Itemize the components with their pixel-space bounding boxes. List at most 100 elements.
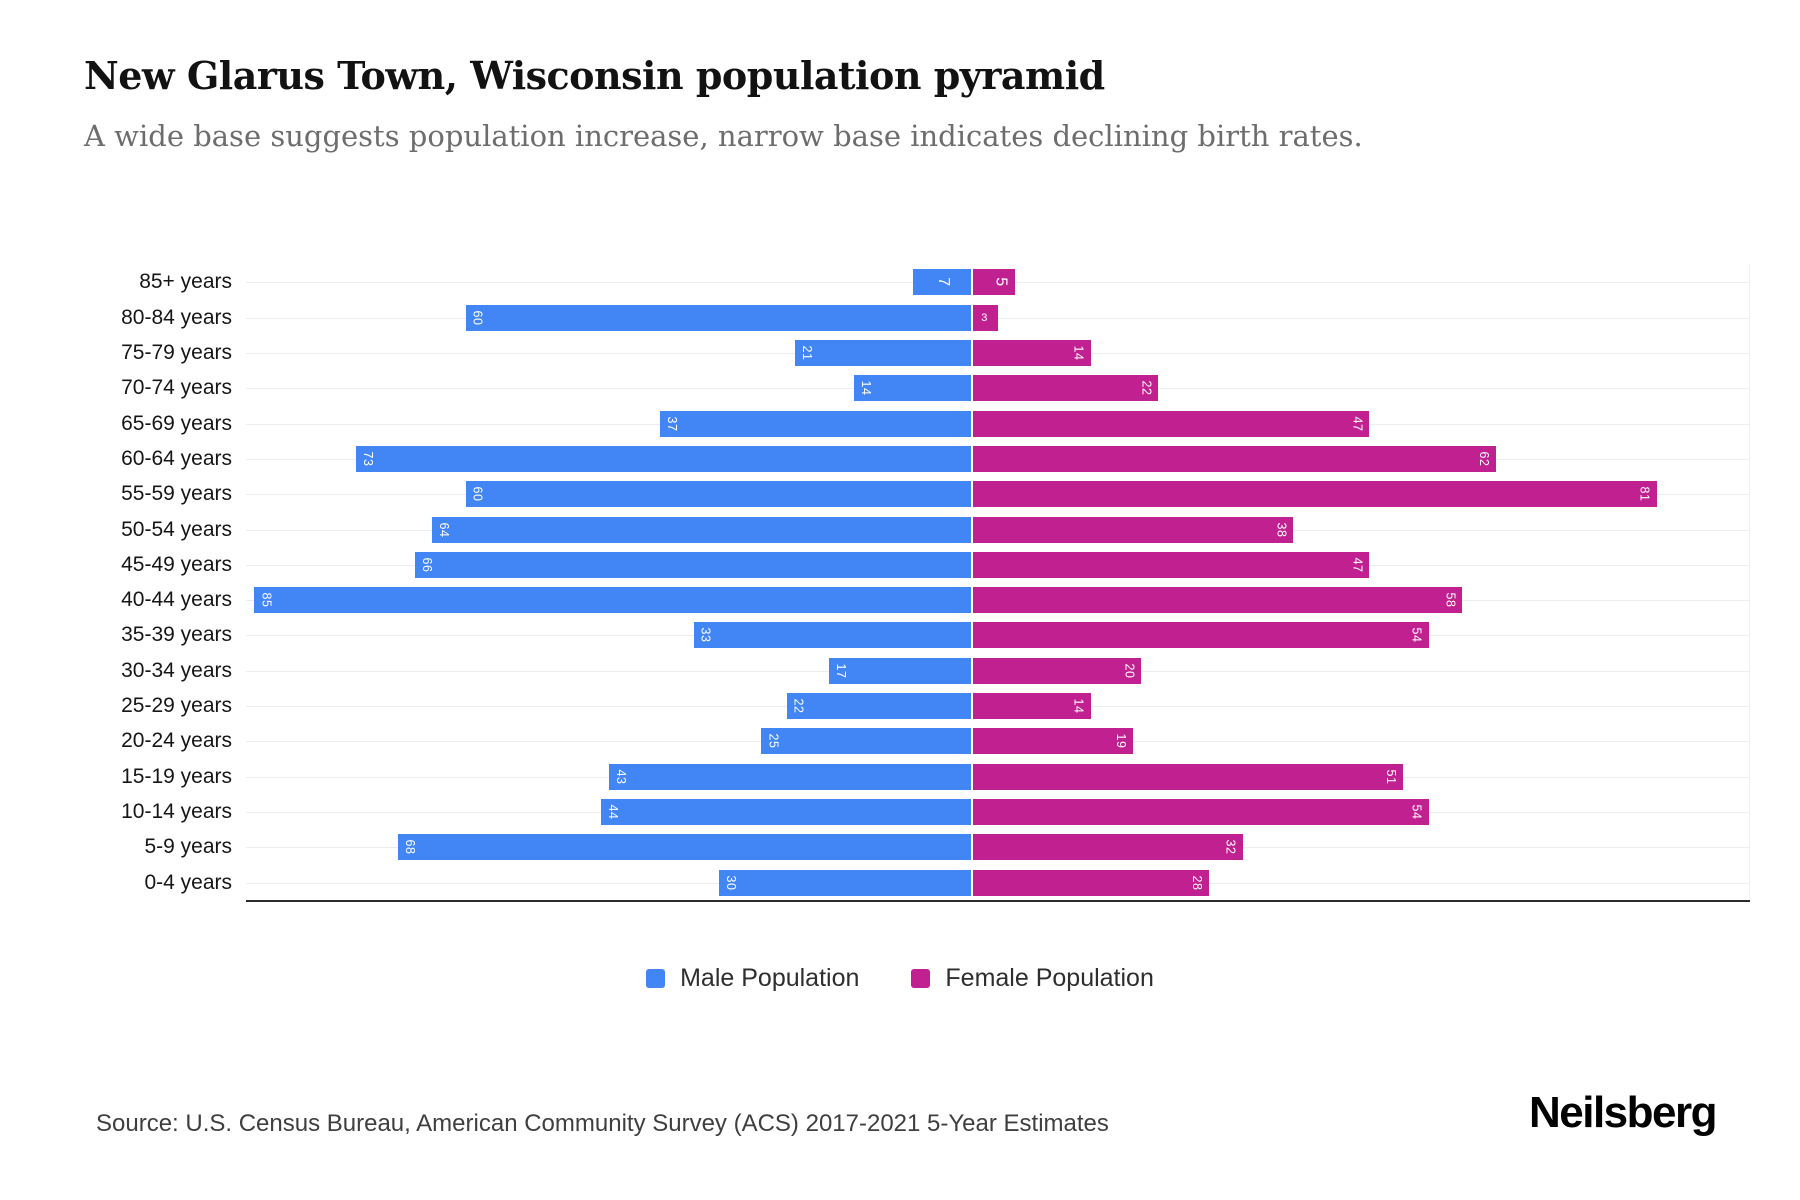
pyramid-row: 60-64 years 73 62 <box>84 441 1750 476</box>
pyramid-row: 55-59 years 60 81 <box>84 477 1750 512</box>
row-plot-area: 25 19 <box>246 724 1750 759</box>
male-bar[interactable]: 44 <box>600 798 973 825</box>
age-group-label: 10-14 years <box>121 799 232 823</box>
male-bar[interactable]: 14 <box>854 375 973 402</box>
male-bar[interactable]: 60 <box>465 481 973 508</box>
bar-value-label: 37 <box>664 416 679 432</box>
age-group-label: 45-49 years <box>121 552 232 576</box>
bar-value-label: 22 <box>1139 380 1154 396</box>
legend-label-female: Female Population <box>945 964 1154 993</box>
female-bar[interactable]: 32 <box>972 834 1243 861</box>
female-bar[interactable]: 3 <box>972 304 998 331</box>
age-group-label: 20-24 years <box>121 729 232 753</box>
pyramid-row: 10-14 years 44 54 <box>84 794 1750 829</box>
row-plot-area: 33 54 <box>246 618 1750 653</box>
center-axis-seam <box>971 584 974 616</box>
bar-value-label: 60 <box>470 310 485 326</box>
row-plot-area: 43 51 <box>246 759 1750 794</box>
age-group-label: 70-74 years <box>121 376 232 400</box>
center-axis-seam <box>971 266 974 299</box>
page-subtitle: A wide base suggests population increase… <box>84 118 1363 153</box>
male-bar[interactable]: 30 <box>719 869 973 896</box>
pyramid-row: 40-44 years 85 58 <box>84 583 1750 618</box>
female-bar[interactable]: 54 <box>972 622 1429 649</box>
male-bar[interactable]: 21 <box>795 340 973 367</box>
female-bar[interactable]: 38 <box>972 516 1294 543</box>
male-bar[interactable]: 37 <box>659 410 973 437</box>
bar-value-label: 81 <box>1637 486 1652 502</box>
chart-legend: Male Population Female Population <box>0 964 1800 993</box>
female-bar[interactable]: 47 <box>972 551 1370 578</box>
row-plot-area: 44 54 <box>246 794 1750 829</box>
age-group-label: 80-84 years <box>121 305 232 329</box>
male-bar[interactable]: 85 <box>254 587 973 614</box>
age-group-label: 30-34 years <box>121 658 232 682</box>
bar-value-label: 14 <box>1071 345 1086 361</box>
neilsberg-logo: Neilsberg <box>1528 1088 1718 1137</box>
female-bar[interactable]: 14 <box>972 340 1091 367</box>
age-group-label: 55-59 years <box>121 482 232 506</box>
female-bar[interactable]: 58 <box>972 587 1463 614</box>
male-bar[interactable]: 68 <box>398 834 973 861</box>
male-bar[interactable]: 17 <box>828 657 973 684</box>
female-bar[interactable]: 19 <box>972 728 1133 755</box>
bar-value-label: 30 <box>724 875 739 890</box>
male-bar[interactable]: 73 <box>355 445 973 472</box>
male-bar[interactable]: 43 <box>609 763 973 790</box>
pyramid-row: 80-84 years 60 3 <box>84 300 1750 335</box>
bar-value-label: 68 <box>403 839 418 855</box>
female-bar[interactable]: 5 <box>972 269 1015 296</box>
female-legend-swatch-icon <box>911 969 931 989</box>
pyramid-row: 65-69 years 37 47 <box>84 406 1750 441</box>
right-gridline <box>1749 264 1750 901</box>
male-bar[interactable]: 60 <box>465 304 973 331</box>
bar-value-label: 64 <box>436 522 451 537</box>
male-bar[interactable]: 33 <box>693 622 973 649</box>
bar-value-label: 66 <box>419 557 434 573</box>
bar-value-label: 22 <box>791 698 806 714</box>
center-axis-seam <box>971 796 974 828</box>
bar-value-label: 60 <box>470 486 485 502</box>
female-bar[interactable]: 14 <box>972 693 1091 720</box>
center-axis-seam <box>971 443 974 475</box>
male-bar[interactable]: 64 <box>431 516 973 543</box>
male-bar[interactable]: 7 <box>913 269 973 296</box>
pyramid-row: 5-9 years 68 32 <box>84 830 1750 865</box>
age-group-label: 40-44 years <box>121 588 232 612</box>
female-bar[interactable]: 81 <box>972 481 1657 508</box>
female-bar[interactable]: 20 <box>972 657 1142 684</box>
bar-value-label: 14 <box>1071 698 1086 714</box>
female-bar[interactable]: 47 <box>972 410 1370 437</box>
bar-value-label: 47 <box>1350 557 1365 573</box>
row-plot-area: 21 14 <box>246 335 1750 370</box>
age-group-label: 50-54 years <box>121 517 232 541</box>
male-bar[interactable]: 22 <box>786 693 973 720</box>
bar-value-label: 58 <box>1443 592 1458 608</box>
male-bar[interactable]: 66 <box>414 551 973 578</box>
pyramid-row: 50-54 years 64 38 <box>84 512 1750 547</box>
row-plot-area: 37 47 <box>246 406 1750 441</box>
female-bar[interactable]: 54 <box>972 798 1429 825</box>
bar-value-label: 14 <box>859 380 874 396</box>
row-plot-area: 60 3 <box>246 300 1750 335</box>
pyramid-row: 0-4 years 30 28 <box>84 865 1750 900</box>
row-plot-area: 14 22 <box>246 371 1750 406</box>
female-bar[interactable]: 51 <box>972 763 1404 790</box>
age-group-label: 65-69 years <box>121 411 232 435</box>
bar-value-label: 32 <box>1223 839 1238 855</box>
bar-value-label: 47 <box>1350 416 1365 432</box>
bar-value-label: 20 <box>1122 663 1137 679</box>
female-bar[interactable]: 22 <box>972 375 1159 402</box>
center-axis-seam <box>971 337 974 369</box>
bar-value-label: 85 <box>259 592 274 608</box>
female-bar[interactable]: 62 <box>972 445 1497 472</box>
legend-item-female[interactable]: Female Population <box>911 964 1154 993</box>
row-plot-area: 17 20 <box>246 653 1750 688</box>
center-axis-seam <box>971 655 974 687</box>
pyramid-row: 70-74 years 14 22 <box>84 371 1750 406</box>
legend-item-male[interactable]: Male Population <box>646 964 859 993</box>
male-bar[interactable]: 25 <box>761 728 973 755</box>
female-bar[interactable]: 28 <box>972 869 1209 896</box>
bar-value-label: 73 <box>360 451 375 467</box>
